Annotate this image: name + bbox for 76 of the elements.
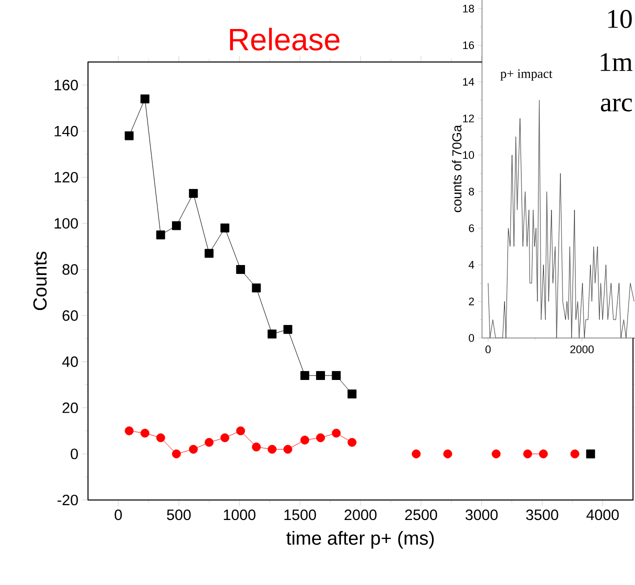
y-tick-label: 100 xyxy=(54,218,78,229)
point xyxy=(124,426,134,436)
point xyxy=(236,265,246,274)
point xyxy=(220,224,230,232)
point xyxy=(156,230,166,240)
point xyxy=(204,438,214,447)
y-tick-label: 0 xyxy=(70,448,78,460)
y-tick-label: 16 xyxy=(463,41,474,50)
point xyxy=(586,449,596,458)
y-tick-label: 20 xyxy=(62,402,78,414)
point xyxy=(348,390,356,398)
point xyxy=(283,324,292,334)
point xyxy=(156,433,166,442)
y-tick-label: 6 xyxy=(468,224,474,232)
point xyxy=(316,371,325,380)
y-tick-label: 12 xyxy=(463,114,474,122)
point xyxy=(300,371,310,380)
annotation: arc xyxy=(600,98,632,112)
point xyxy=(283,444,292,454)
point xyxy=(124,131,134,140)
point xyxy=(188,188,198,198)
y-tick-label: 140 xyxy=(54,126,78,136)
line-series xyxy=(488,100,634,338)
point xyxy=(172,221,181,230)
x-tick-label: 2000 xyxy=(344,510,377,520)
x-tick-label: 2500 xyxy=(405,510,438,520)
point xyxy=(412,449,421,458)
point xyxy=(252,442,261,452)
y-tick-label: 10 xyxy=(463,151,474,159)
x-tick-label: 1000 xyxy=(224,510,256,520)
y-tick-label: 2 xyxy=(468,298,474,306)
point xyxy=(252,283,261,292)
x-tick-label: 1500 xyxy=(284,510,316,520)
y-tick-label: 0 xyxy=(468,334,474,342)
annotation: 1m xyxy=(600,53,632,71)
point xyxy=(140,428,150,438)
point xyxy=(492,449,501,458)
y-axis-title: Counts xyxy=(33,252,47,310)
y-tick-label: 8 xyxy=(468,188,474,196)
y-tick-label: 18 xyxy=(463,4,474,13)
x-tick-label: 0 xyxy=(114,510,122,520)
y-tick-label: 160 xyxy=(54,80,78,90)
x-tick-label: 500 xyxy=(166,510,191,520)
x-axis-title: time after p+ (ms) xyxy=(286,530,434,549)
chart-title: Release xyxy=(230,28,340,50)
annotation: p+ impact xyxy=(500,69,552,81)
point xyxy=(538,449,548,458)
point xyxy=(523,449,532,458)
point xyxy=(204,248,214,258)
point xyxy=(140,94,150,104)
y-tick-label: -20 xyxy=(58,494,78,506)
y-tick-label: 60 xyxy=(62,310,78,321)
y-tick-label: 14 xyxy=(463,78,474,86)
point xyxy=(443,449,452,458)
point xyxy=(268,444,277,454)
point xyxy=(268,330,277,338)
y-tick-label: 80 xyxy=(62,264,78,275)
point xyxy=(172,449,181,458)
annotation: 10 xyxy=(608,10,632,28)
point xyxy=(316,433,325,442)
y-tick-label: 40 xyxy=(62,356,78,367)
y-tick-label: 4 xyxy=(468,261,474,269)
point xyxy=(188,444,198,454)
point xyxy=(348,438,356,447)
point xyxy=(332,428,341,438)
point xyxy=(236,426,246,436)
point xyxy=(570,449,580,458)
x-tick-label: 3500 xyxy=(526,510,558,520)
x-tick-label: 3000 xyxy=(466,510,498,520)
x-tick-label: 2000 xyxy=(570,346,594,354)
point xyxy=(300,436,310,444)
y-tick-label: 120 xyxy=(54,172,78,183)
y-axis-title: counts of 70Ga xyxy=(452,124,462,212)
point xyxy=(332,371,341,380)
point xyxy=(220,433,230,442)
x-tick-label: 4000 xyxy=(586,510,619,520)
